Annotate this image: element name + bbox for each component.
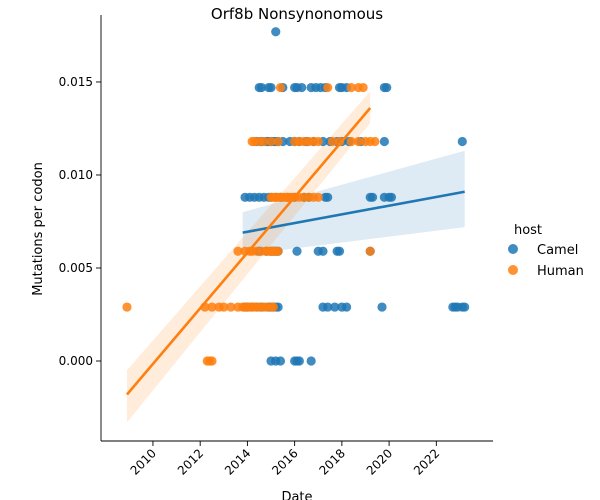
trend-line-camel xyxy=(242,190,465,234)
data-point-camel xyxy=(294,356,304,366)
scatter-points xyxy=(122,27,470,366)
data-point-human xyxy=(334,136,345,147)
legend: host Camel Human xyxy=(508,223,584,279)
data-point-camel xyxy=(367,192,378,202)
chart-title: Orf8b Nonsynonomous xyxy=(211,5,383,23)
data-point-human xyxy=(327,136,338,147)
y-axis-label: Mutations per codon xyxy=(31,162,46,296)
y-tick-label: 0.005 xyxy=(59,261,93,275)
data-point-camel xyxy=(386,192,397,202)
y-tick-label: 0.000 xyxy=(59,354,93,368)
data-point-camel xyxy=(306,356,316,366)
data-point-human xyxy=(122,302,132,312)
legend-label-camel: Camel xyxy=(537,243,578,258)
data-point-camel xyxy=(330,302,340,312)
axes xyxy=(100,15,493,442)
data-point-human xyxy=(323,82,333,93)
data-point-human xyxy=(233,246,243,256)
data-point-human xyxy=(273,246,283,256)
data-point-human xyxy=(219,302,229,312)
data-point-camel xyxy=(256,82,267,93)
legend-title: host xyxy=(514,223,542,238)
data-point-human xyxy=(266,136,276,147)
data-point-camel xyxy=(377,302,387,312)
data-point-human xyxy=(358,82,368,93)
legend-label-human: Human xyxy=(537,264,584,279)
y-tick-label: 0.015 xyxy=(59,75,93,89)
data-point-camel xyxy=(275,356,286,366)
data-point-human xyxy=(226,302,236,312)
data-point-human xyxy=(313,192,323,202)
confidence-band-human xyxy=(126,91,371,423)
data-point-camel xyxy=(271,27,281,37)
data-point-camel xyxy=(323,192,333,202)
data-point-camel xyxy=(457,136,467,147)
data-point-human xyxy=(207,356,217,366)
data-point-camel xyxy=(318,246,328,256)
data-point-human xyxy=(370,136,380,147)
data-point-human xyxy=(346,82,356,93)
data-point-human xyxy=(207,302,217,312)
data-point-camel xyxy=(379,136,389,147)
data-point-camel xyxy=(382,82,392,93)
data-point-camel xyxy=(341,302,352,312)
data-point-human xyxy=(346,136,356,147)
data-point-camel xyxy=(460,302,470,312)
data-point-camel xyxy=(334,246,345,256)
data-point-camel xyxy=(266,82,276,93)
confidence-bands xyxy=(126,91,465,423)
y-tick-label: 0.010 xyxy=(59,168,93,182)
trend-lines xyxy=(125,107,465,396)
data-point-human xyxy=(273,136,283,147)
data-point-human xyxy=(353,136,363,147)
confidence-band-camel xyxy=(242,150,465,255)
data-point-camel xyxy=(323,302,333,312)
data-point-human xyxy=(313,136,323,147)
trend-line-human xyxy=(125,107,372,396)
legend-marker-human xyxy=(508,265,518,275)
data-point-human xyxy=(365,246,375,256)
y-axis-ticks: 0.000 0.005 0.010 0.015 xyxy=(59,75,101,368)
data-point-human xyxy=(268,302,278,312)
data-point-camel xyxy=(292,246,302,256)
data-point-camel xyxy=(297,82,307,93)
x-axis-label: Date xyxy=(281,490,312,500)
data-point-human xyxy=(275,82,286,93)
legend-marker-camel xyxy=(508,244,518,254)
data-point-human xyxy=(259,136,269,147)
